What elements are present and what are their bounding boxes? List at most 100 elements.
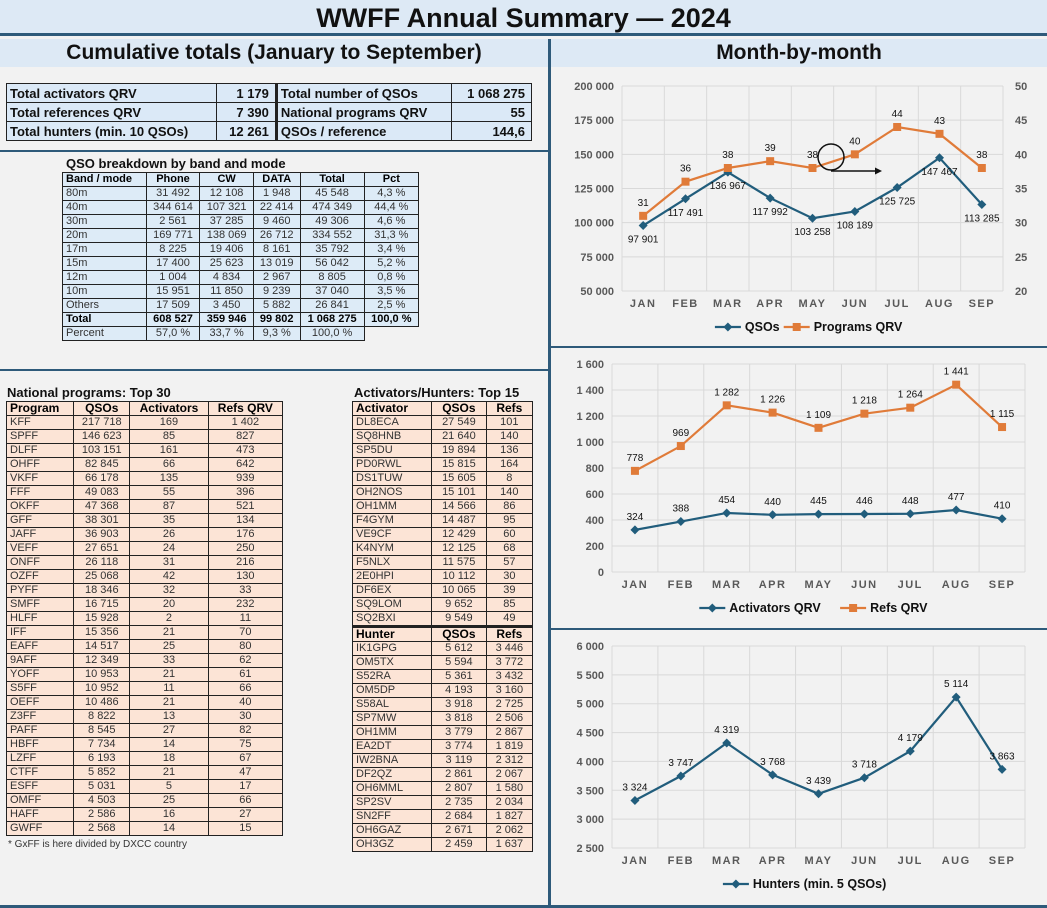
table-cell: 11 850 — [199, 284, 254, 299]
table-row: 20m 169 771 138 069 26 712 334 552 31,3 % — [62, 228, 420, 243]
y-tick-label: 400 — [586, 515, 604, 527]
table-cell: 18 — [129, 751, 209, 766]
table-cell: IK1GPG — [351, 641, 433, 656]
table-cell: 3 160 — [485, 683, 534, 698]
table-cell: SMFF — [5, 597, 75, 612]
table-cell: 103 151 — [73, 443, 131, 458]
table-row: SQ2BXI 9 549 49 — [351, 611, 534, 627]
data-label: 44 — [892, 109, 904, 120]
table-cell: Hunter — [351, 625, 433, 642]
table-cell: 4 503 — [73, 793, 131, 808]
data-label: 97 901 — [628, 235, 659, 246]
table-cell: 13 019 — [252, 256, 301, 271]
monthly-header: Month-by-month — [551, 39, 1047, 67]
diamond-marker — [676, 771, 686, 781]
data-label: 136 967 — [710, 181, 747, 192]
table-cell: 344 614 — [145, 200, 201, 215]
x-tick-label: JUL — [898, 579, 923, 591]
x-tick-label: MAR — [712, 579, 742, 591]
table-cell: 25 623 — [199, 256, 254, 271]
table-cell: 30m — [62, 214, 147, 229]
x-tick-label: FEB — [672, 298, 699, 310]
table-row: EA2DT 3 774 1 819 — [351, 739, 534, 754]
table-cell: 45 548 — [299, 186, 365, 201]
data-label: 117 491 — [668, 208, 704, 219]
table-cell: OH1MM — [351, 725, 433, 740]
table-row: EAFF 14 517 25 80 — [5, 639, 284, 654]
table-cell: S52RA — [351, 669, 433, 684]
table-cell: 95 — [485, 513, 534, 528]
table-cell: Total number of QSOs — [274, 83, 452, 103]
national-section: National programs: Top 30 Program QSOs Act… — [5, 385, 284, 851]
table-cell: 22 414 — [252, 200, 301, 215]
table-cell: 140 — [485, 429, 534, 444]
table-cell: HLFF — [5, 611, 75, 626]
summary-row: Total activators QRV 1 179 Total number of… — [6, 83, 533, 103]
table-cell: 25 — [129, 793, 209, 808]
table-row: GWFF 2 568 14 15 — [5, 821, 284, 836]
bottom-border — [0, 905, 1047, 908]
table-cell: 135 — [129, 471, 209, 486]
table-cell: 30 — [207, 709, 284, 724]
table-row: OKFF 47 368 87 521 — [5, 499, 284, 514]
table-cell: 134 — [207, 513, 284, 528]
data-label: 108 189 — [837, 220, 874, 231]
table-cell: 250 — [207, 541, 284, 556]
national-title: National programs: Top 30 — [7, 385, 171, 400]
data-label: 446 — [856, 496, 873, 507]
x-tick-label: AUG — [942, 579, 971, 591]
table-row: ESFF 5 031 5 17 — [5, 779, 284, 794]
table-cell: 9 549 — [431, 611, 487, 627]
square-marker — [952, 380, 961, 389]
table-cell: 2 867 — [485, 725, 534, 740]
data-label: 388 — [672, 504, 689, 515]
table-cell: Total — [62, 312, 147, 327]
square-marker — [768, 408, 777, 417]
table-cell: 13 — [129, 709, 209, 724]
y-tick-label: 1 200 — [576, 411, 604, 423]
square-marker — [860, 409, 869, 418]
table-cell: 0,8 % — [363, 270, 420, 285]
data-label: 113 285 — [964, 214, 1000, 225]
table-cell: EAFF — [5, 639, 75, 654]
diamond-marker — [808, 213, 817, 223]
top15-section: Activators/Hunters: Top 15 Activator QSOs… — [351, 385, 534, 852]
square-marker — [849, 604, 858, 612]
table-cell: OZFF — [5, 569, 75, 584]
table-cell: 11 — [129, 681, 209, 696]
table-cell: 8 805 — [299, 270, 365, 285]
table-cell: 99 802 — [252, 312, 301, 327]
diamond-marker — [977, 200, 987, 210]
table-cell: 27 651 — [73, 541, 131, 556]
activators-hunters-table: Activator QSOs Refs DL8ECA 27 549 101 SQ8HNB 21… — [351, 401, 534, 852]
table-cell: 146 623 — [73, 429, 131, 444]
x-tick-label: AUG — [925, 298, 954, 310]
table-cell: 47 — [207, 765, 284, 780]
table-cell: 2 506 — [485, 711, 534, 726]
table-row: SQ9LOM 9 652 85 — [351, 597, 534, 612]
table-cell: 75 — [207, 737, 284, 752]
data-label: 3 324 — [622, 782, 647, 793]
x-tick-label: APR — [759, 855, 787, 867]
data-label: 3 747 — [668, 758, 693, 769]
square-marker — [998, 423, 1007, 432]
diamond-marker — [859, 773, 869, 783]
table-cell: Z3FF — [5, 709, 75, 724]
table-cell: 14 — [129, 737, 209, 752]
diamond-marker — [630, 795, 640, 805]
y-tick-label: 125 000 — [574, 184, 614, 196]
y2-tick-label: 35 — [1015, 184, 1027, 196]
table-row: 80m 31 492 12 108 1 948 45 548 4,3 % — [62, 186, 420, 201]
summary-row: Total hunters (min. 10 QSOs) 12 261 QSOs /… — [6, 121, 533, 141]
data-label: 1 115 — [990, 409, 1015, 420]
y-tick-label: 4 000 — [576, 756, 604, 768]
table-cell: 26 — [129, 527, 209, 542]
y-tick-label: 5 000 — [576, 699, 604, 711]
y2-tick-label: 40 — [1015, 149, 1027, 161]
table-cell: 1 068 275 — [450, 83, 533, 103]
table-cell: 2 062 — [485, 823, 534, 838]
table-cell: 3 779 — [431, 725, 487, 740]
table-cell: 396 — [207, 485, 284, 500]
table-cell: 232 — [207, 597, 284, 612]
table-cell: 15 815 — [431, 457, 487, 472]
